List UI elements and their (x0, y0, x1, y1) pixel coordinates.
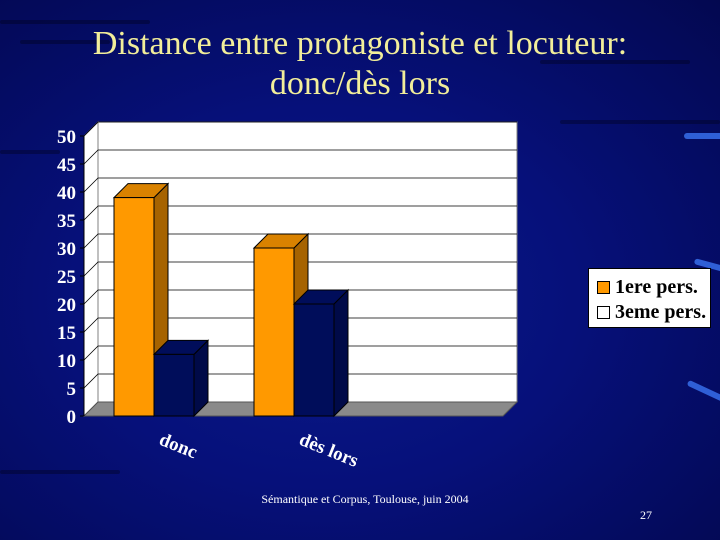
gridline (83, 177, 517, 193)
y-tick-label: 5 (67, 379, 77, 400)
bar (113, 197, 155, 417)
legend-label-1ere-pers: 1ere pers. (615, 275, 698, 298)
gridline (83, 233, 517, 249)
slide-title-line1: Distance entre protagoniste et locuteur: (92, 25, 628, 62)
y-tick-label: 0 (67, 407, 77, 428)
x-category-label: donc (156, 429, 200, 463)
legend-swatch-1ere-pers (597, 280, 610, 294)
gridline (83, 345, 517, 361)
gridline (83, 149, 517, 165)
legend-item-1ere-pers: 1ere pers. (597, 275, 698, 299)
y-tick-label: 35 (57, 211, 76, 232)
slide-title: Distance entre protagoniste et locuteur:… (0, 24, 720, 104)
gridline (83, 205, 517, 221)
gridline (83, 317, 517, 333)
bar (293, 303, 335, 417)
y-tick-label: 10 (57, 351, 76, 372)
y-tick-label: 40 (57, 183, 76, 204)
y-tick-label: 20 (57, 295, 76, 316)
bar (153, 353, 195, 417)
gridline (83, 121, 517, 137)
bar-side (333, 288, 349, 418)
page-number: 27 (640, 508, 652, 522)
chart-legend: 1ere pers. 3eme pers. (588, 268, 711, 328)
gridline (83, 261, 517, 277)
legend-item-3eme-pers: 3eme pers. (597, 300, 706, 324)
y-tick-label: 25 (57, 267, 76, 288)
gridline (83, 373, 517, 389)
slide-title-line2: donc/dès lors (269, 65, 451, 102)
legend-swatch-3eme-pers (597, 305, 610, 319)
legend-label-3eme-pers: 3eme pers. (615, 300, 707, 323)
y-tick-label: 45 (57, 155, 76, 176)
slide-footer: Sémantique et Corpus, Toulouse, juin 200… (261, 492, 469, 506)
bar (253, 247, 295, 417)
y-tick-label: 15 (57, 323, 76, 344)
y-tick-label: 50 (57, 127, 76, 148)
gridline (83, 289, 517, 305)
x-category-label: dès lors (296, 429, 361, 472)
y-tick-label: 30 (57, 239, 76, 260)
